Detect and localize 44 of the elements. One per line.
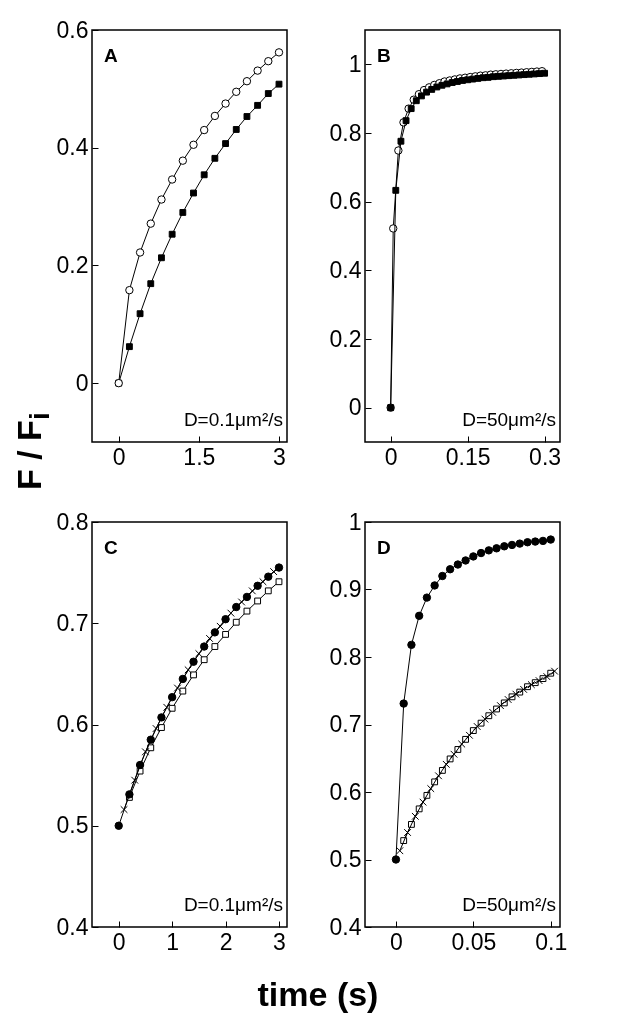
annotation: B — [377, 45, 391, 66]
y-tick-label: 0.8 — [56, 508, 89, 535]
annotation: A — [104, 45, 118, 66]
x-tick-label: 1.5 — [183, 443, 216, 470]
y-tick-label: 0.9 — [329, 576, 362, 602]
annotation: D=0.1μm²/s — [183, 894, 283, 915]
y-tick-label: 0.4 — [329, 913, 362, 940]
x-tick-label: 1 — [166, 928, 180, 955]
y-tick-label: 0 — [348, 394, 362, 421]
y-tick-label: 0.6 — [329, 778, 362, 805]
y-tick-label: 0.7 — [56, 609, 89, 636]
y-tick-label: 0.7 — [329, 711, 362, 737]
x-tick-label: 0 — [390, 928, 403, 955]
x-tick-label: 0.15 — [445, 443, 491, 470]
x-tick-label: 0.05 — [451, 928, 497, 955]
y-tick-label: 0.5 — [56, 812, 89, 839]
y-tick-label: 0 — [75, 369, 89, 396]
x-tick-label: 0.1 — [535, 928, 568, 955]
x-tick-label: 3 — [273, 443, 286, 470]
y-tick-label: 0.4 — [329, 256, 362, 283]
y-tick-label: 0.4 — [56, 134, 89, 161]
y-tick-label: 1 — [348, 508, 362, 535]
annotation: D=50μm²/s — [462, 409, 556, 430]
y-tick-label: 0.8 — [329, 643, 362, 670]
annotation: C — [104, 537, 118, 558]
x-tick-label: 3 — [273, 928, 286, 955]
x-tick-label: 0 — [112, 928, 126, 955]
y-tick-label: 0.6 — [56, 711, 89, 737]
y-tick-label: 0.2 — [56, 251, 89, 278]
annotation: D=0.1μm²/s — [183, 409, 283, 430]
x-tick-label: 2 — [219, 928, 233, 955]
y-tick-label: 0.5 — [329, 846, 362, 872]
y-tick-label: 0.2 — [329, 325, 362, 352]
x-tick-label: 0 — [384, 443, 398, 470]
y-tick-label: 0.6 — [329, 188, 362, 215]
y-tick-label: 0.8 — [329, 119, 362, 146]
x-tick-label: 0.3 — [529, 443, 562, 470]
x-tick-label: 0 — [112, 443, 126, 470]
y-tick-label: 0.4 — [56, 913, 89, 940]
annotation: D=50μm²/s — [462, 894, 556, 915]
annotation: D — [377, 537, 391, 558]
y-tick-label: 1 — [348, 50, 362, 77]
y-tick-label: 0.6 — [56, 16, 89, 43]
x-axis-title: time (s) — [256, 975, 380, 1014]
